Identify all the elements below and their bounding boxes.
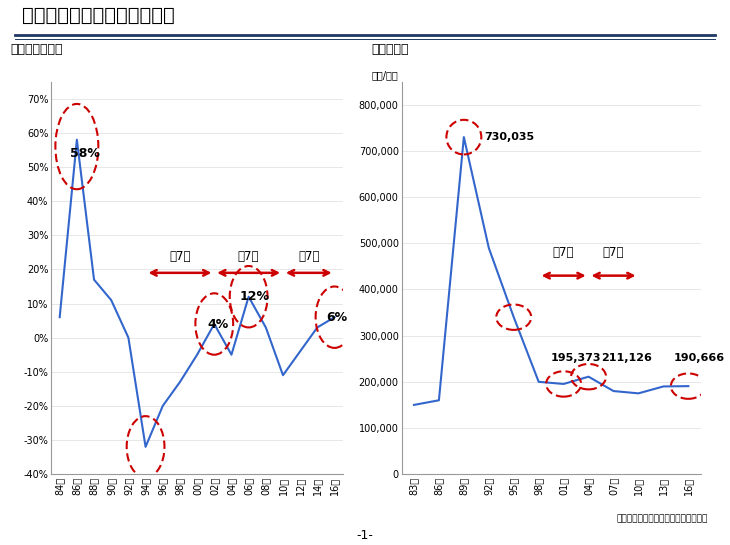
Text: -1-: -1- <box>356 529 374 542</box>
Text: 約7年: 約7年 <box>298 250 320 263</box>
Text: 約7年: 約7年 <box>169 250 191 263</box>
Text: 12%: 12% <box>240 290 270 303</box>
Text: 約7年: 約7年 <box>553 246 575 259</box>
Text: 約7年: 約7年 <box>603 246 624 259</box>
Text: （国土交通省「地価公示」より作成）: （国土交通省「地価公示」より作成） <box>617 514 708 523</box>
Text: 211,126: 211,126 <box>601 353 652 364</box>
Text: 約7年: 約7年 <box>238 250 259 263</box>
Text: （円/㎡）: （円/㎡） <box>372 70 399 80</box>
Text: 190,666: 190,666 <box>673 353 724 364</box>
Text: 公示価格のサイクル（全国）: 公示価格のサイクル（全国） <box>22 5 174 25</box>
Text: 730,035: 730,035 <box>484 132 534 142</box>
Text: 195,373: 195,373 <box>551 353 602 364</box>
Text: 【前年増減率】: 【前年増減率】 <box>10 43 63 56</box>
Text: 4%: 4% <box>207 318 228 330</box>
Text: 6%: 6% <box>326 311 347 324</box>
Text: 58%: 58% <box>70 147 100 160</box>
Text: 【㎡単位】: 【㎡単位】 <box>372 43 409 56</box>
